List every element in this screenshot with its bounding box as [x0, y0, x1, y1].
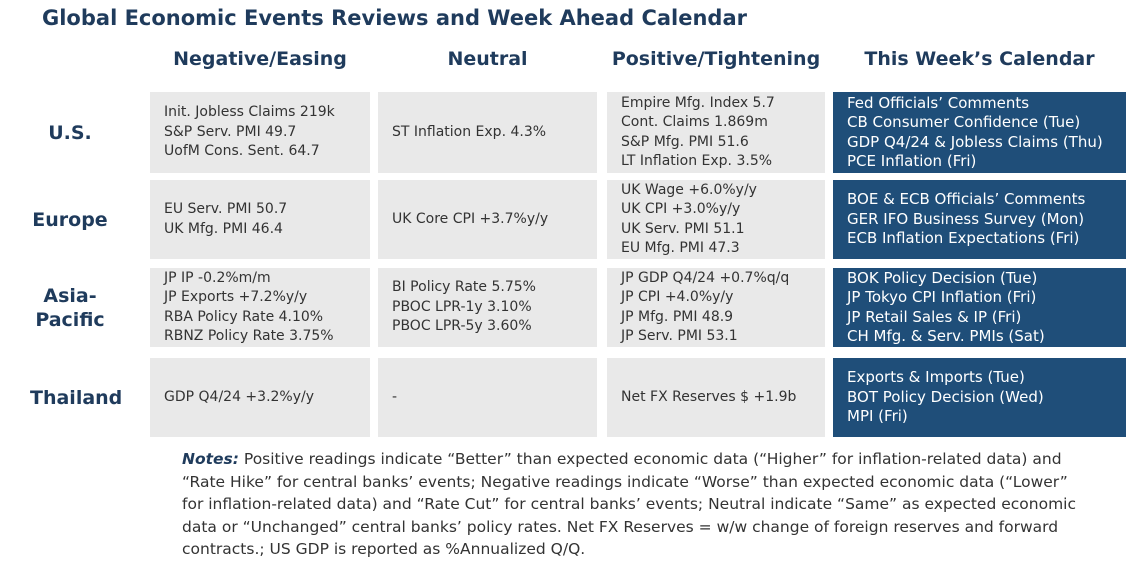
cell-line: JP GDP Q4/24 +0.7%q/q	[621, 269, 790, 286]
calendar-cell: Fed Officials’ Comments CB Consumer Confi…	[833, 92, 1126, 173]
cell-line: Empire Mfg. Index 5.7	[621, 94, 775, 111]
cell-line: BOE & ECB Officials’ Comments	[847, 190, 1086, 209]
cell-line: JP Mfg. PMI 48.9	[621, 308, 734, 325]
cell-line: JP Tokyo CPI Inflation (Fri)	[847, 288, 1037, 306]
region-text: Asia-Pacific	[35, 284, 105, 331]
cell-line: Fed Officials’ Comments	[847, 93, 1030, 112]
table-cell: Net FX Reserves $ +1.9b	[607, 358, 825, 437]
table-cell: UK Core CPI +3.7%y/y	[378, 180, 597, 259]
column-header: Negative/Easing	[173, 48, 347, 70]
cell-line: UK Serv. PMI 51.1	[621, 220, 745, 237]
cell-line: ST Inflation Exp. 4.3%	[392, 123, 547, 140]
table-cell: Init. Jobless Claims 219k S&P Serv. PMI 4…	[150, 92, 370, 173]
cell-line: PBOC LPR-1y 3.10%	[392, 298, 532, 315]
cell-line: RBNZ Policy Rate 3.75%	[164, 328, 334, 344]
cell-line: CH Mfg. & Serv. PMIs (Sat)	[847, 327, 1045, 345]
column-header: Positive/Tightening	[611, 48, 821, 70]
cell-line: JP Serv. PMI 53.1	[621, 328, 738, 344]
notes-text: Positive readings indicate “Better” than…	[182, 450, 1077, 558]
region-text: Europe	[32, 208, 108, 231]
calendar-cell: BOE & ECB Officials’ Comments GER IFO Bus…	[833, 180, 1126, 259]
column-header: This Week’s Calendar	[864, 48, 1095, 70]
region-label: U.S.	[10, 92, 130, 173]
cell-line: JP Retail Sales & IP (Fri)	[847, 307, 1022, 326]
cell-line: Exports & Imports (Tue)	[847, 368, 1025, 387]
calendar-cell: BOK Policy Decision (Tue) JP Tokyo CPI In…	[833, 268, 1126, 347]
notes-label: Notes:	[182, 450, 239, 468]
cell-line: GDP Q4/24 & Jobless Claims (Thu)	[847, 132, 1103, 151]
cell-line: BOK Policy Decision (Tue)	[847, 268, 1038, 287]
cell-line: GER IFO Business Survey (Mon)	[847, 209, 1085, 228]
cell-line: ECB Inflation Expectations (Fri)	[847, 229, 1080, 248]
cell-line: PBOC LPR-5y 3.60%	[392, 318, 532, 335]
cell-line: BI Policy Rate 5.75%	[392, 279, 536, 296]
table-cell: JP IP -0.2%m/m JP Exports +7.2%y/y RBA Pol…	[150, 268, 370, 347]
region-label: Europe	[10, 180, 130, 259]
cell-line: JP CPI +4.0%y/y	[621, 289, 734, 305]
cell-line: GDP Q4/24 +3.2%y/y	[164, 388, 315, 405]
cell-line: Cont. Claims 1.869m	[621, 114, 768, 130]
cell-line: UK Mfg. PMI 46.4	[164, 220, 283, 237]
cell-line: RBA Policy Rate 4.10%	[164, 308, 324, 325]
column-header: Neutral	[447, 48, 528, 70]
table-cell: JP GDP Q4/24 +0.7%q/q JP CPI +4.0%y/y JP M…	[607, 268, 825, 347]
cell-line: CB Consumer Confidence (Tue)	[847, 113, 1081, 131]
cell-line: Net FX Reserves $ +1.9b	[621, 388, 797, 405]
cell-line: PCE Inflation (Fri)	[847, 152, 977, 170]
calendar-cell: Exports & Imports (Tue) BOT Policy Decisi…	[833, 358, 1126, 437]
cell-line: EU Serv. PMI 50.7	[164, 201, 288, 217]
cell-line: UK Wage +6.0%y/y	[621, 181, 757, 198]
notes: Notes: Positive readings indicate “Bette…	[182, 448, 1082, 561]
cell-line: UofM Cons. Sent. 64.7	[164, 143, 320, 160]
table-cell: -	[378, 358, 597, 437]
cell-line: JP IP -0.2%m/m	[164, 269, 271, 286]
region-text: U.S.	[48, 121, 92, 144]
cell-line: JP Exports +7.2%y/y	[164, 289, 308, 305]
cell-line: LT Inflation Exp. 3.5%	[621, 153, 773, 169]
cell-line: MPI (Fri)	[847, 407, 908, 426]
cell-line: UK Core CPI +3.7%y/y	[392, 210, 549, 227]
table-cell: BI Policy Rate 5.75% PBOC LPR-1y 3.10% PBO…	[378, 268, 597, 347]
region-label: Asia-Pacific	[10, 268, 130, 347]
cell-line: S&P Mfg. PMI 51.6	[621, 133, 749, 150]
cell-line: UK CPI +3.0%y/y	[621, 201, 741, 217]
region-label: Thailand	[10, 358, 130, 437]
cell-line: BOT Policy Decision (Wed)	[847, 387, 1044, 406]
cell-line: EU Mfg. PMI 47.3	[621, 240, 740, 256]
table-cell: GDP Q4/24 +3.2%y/y	[150, 358, 370, 437]
cell-line: S&P Serv. PMI 49.7	[164, 123, 297, 140]
table-cell: UK Wage +6.0%y/y UK CPI +3.0%y/y UK Serv. …	[607, 180, 825, 259]
region-text: Thailand	[30, 386, 123, 409]
cell-line: -	[392, 388, 398, 405]
table-cell: EU Serv. PMI 50.7 UK Mfg. PMI 46.4	[150, 180, 370, 259]
table-cell: ST Inflation Exp. 4.3%	[378, 92, 597, 173]
table-cell: Empire Mfg. Index 5.7 Cont. Claims 1.869m…	[607, 92, 825, 173]
title: Global Economic Events Reviews and Week …	[42, 6, 747, 30]
cell-line: Init. Jobless Claims 219k	[164, 104, 335, 121]
